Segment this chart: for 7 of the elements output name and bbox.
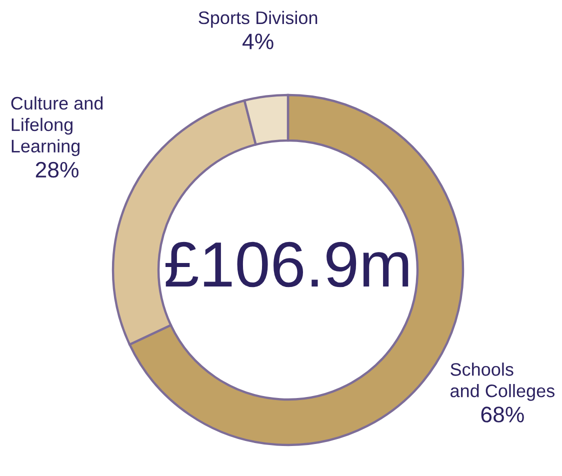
slice-label: Sports Division bbox=[198, 10, 318, 28]
slice-label: Culture and Lifelong Learning bbox=[11, 96, 103, 156]
data-label: 28% bbox=[36, 162, 78, 178]
data-label: 4% bbox=[242, 34, 274, 50]
text: £106.9m bbox=[166, 242, 408, 288]
slice-label: Schools and Colleges bbox=[450, 362, 554, 401]
data-label: 68% bbox=[481, 406, 524, 422]
